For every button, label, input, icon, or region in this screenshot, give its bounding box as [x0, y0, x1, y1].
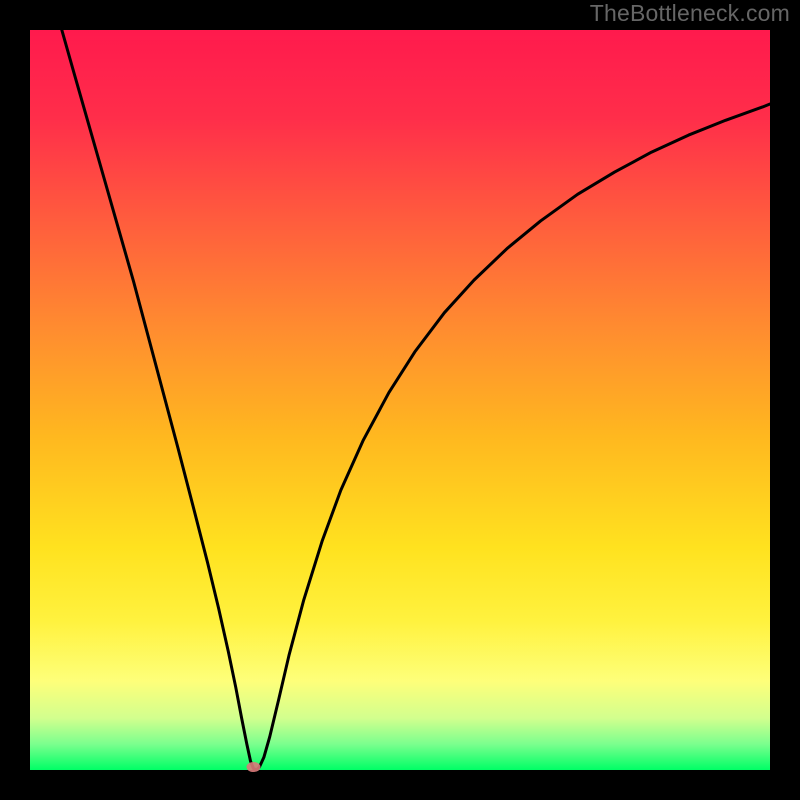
minimum-marker [246, 762, 260, 772]
watermark-text: TheBottleneck.com [590, 0, 790, 27]
chart-svg [0, 0, 800, 800]
plot-background [30, 30, 770, 770]
bottleneck-chart: TheBottleneck.com [0, 0, 800, 800]
